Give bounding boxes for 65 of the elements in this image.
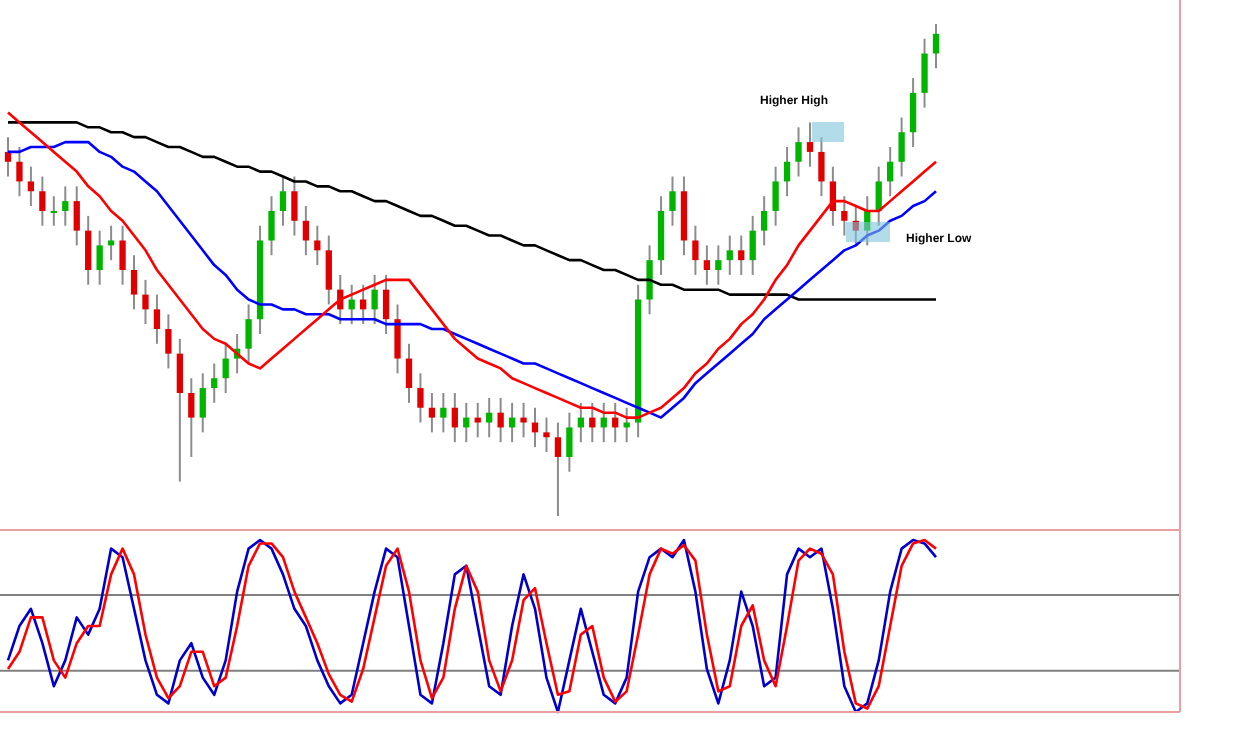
candlestick bbox=[130, 254, 138, 311]
candlestick bbox=[566, 411, 573, 473]
candlestick bbox=[554, 421, 562, 517]
candlestick bbox=[795, 126, 802, 178]
candlestick bbox=[772, 165, 779, 227]
candlestick bbox=[921, 37, 928, 109]
candlestick bbox=[761, 195, 768, 247]
candlestick bbox=[669, 175, 676, 227]
candlestick bbox=[314, 224, 321, 267]
candlestick bbox=[520, 401, 527, 439]
candlestick bbox=[726, 234, 733, 276]
candlestick bbox=[119, 224, 126, 286]
candlestick bbox=[497, 396, 504, 444]
candlestick bbox=[279, 175, 287, 227]
candlestick bbox=[62, 185, 69, 227]
candlestick bbox=[50, 195, 57, 227]
candlestick bbox=[245, 303, 252, 365]
candlestick bbox=[440, 392, 447, 434]
candlestick bbox=[96, 229, 103, 286]
candlestick bbox=[222, 342, 229, 394]
candlestick bbox=[39, 175, 46, 227]
candlestick bbox=[451, 392, 458, 444]
candlestick bbox=[165, 313, 172, 370]
candlestick bbox=[909, 77, 917, 148]
candlestick bbox=[749, 214, 756, 276]
candlestick bbox=[176, 337, 183, 483]
candlestick bbox=[841, 195, 848, 237]
candlestick bbox=[932, 23, 940, 70]
candlestick bbox=[107, 224, 115, 262]
candlestick bbox=[806, 121, 814, 168]
candlestick bbox=[405, 342, 413, 404]
candlestick bbox=[85, 214, 92, 286]
candlestick bbox=[703, 244, 711, 286]
candlestick bbox=[142, 278, 149, 326]
candlestick bbox=[199, 372, 206, 434]
candlestick bbox=[268, 195, 275, 257]
candlestick bbox=[875, 165, 882, 227]
candlestick bbox=[818, 136, 825, 198]
candlestick bbox=[692, 224, 699, 276]
candlestick bbox=[16, 146, 23, 198]
candlestick bbox=[153, 293, 161, 345]
candlestick bbox=[371, 273, 378, 326]
candlestick bbox=[783, 146, 791, 198]
candlestick bbox=[864, 195, 871, 247]
candlestick bbox=[852, 205, 859, 247]
candlestick bbox=[898, 116, 905, 178]
candlestick bbox=[291, 175, 298, 237]
candlestick bbox=[646, 244, 653, 316]
candlestick bbox=[738, 234, 745, 276]
candlestick bbox=[486, 396, 493, 439]
candlestick bbox=[428, 392, 436, 434]
candlestick bbox=[715, 244, 722, 286]
candlestick bbox=[394, 303, 401, 375]
candlestick bbox=[325, 234, 332, 306]
candlestick bbox=[543, 416, 550, 454]
candlestick bbox=[188, 377, 195, 458]
candlestick bbox=[302, 205, 310, 257]
candlestick bbox=[73, 185, 80, 247]
candlestick bbox=[27, 165, 35, 208]
candlestick bbox=[474, 401, 481, 439]
candlestick bbox=[4, 136, 12, 178]
candlestick bbox=[211, 362, 218, 404]
candlestick bbox=[382, 273, 390, 335]
candlestick bbox=[417, 372, 424, 424]
candlestick bbox=[887, 146, 894, 198]
